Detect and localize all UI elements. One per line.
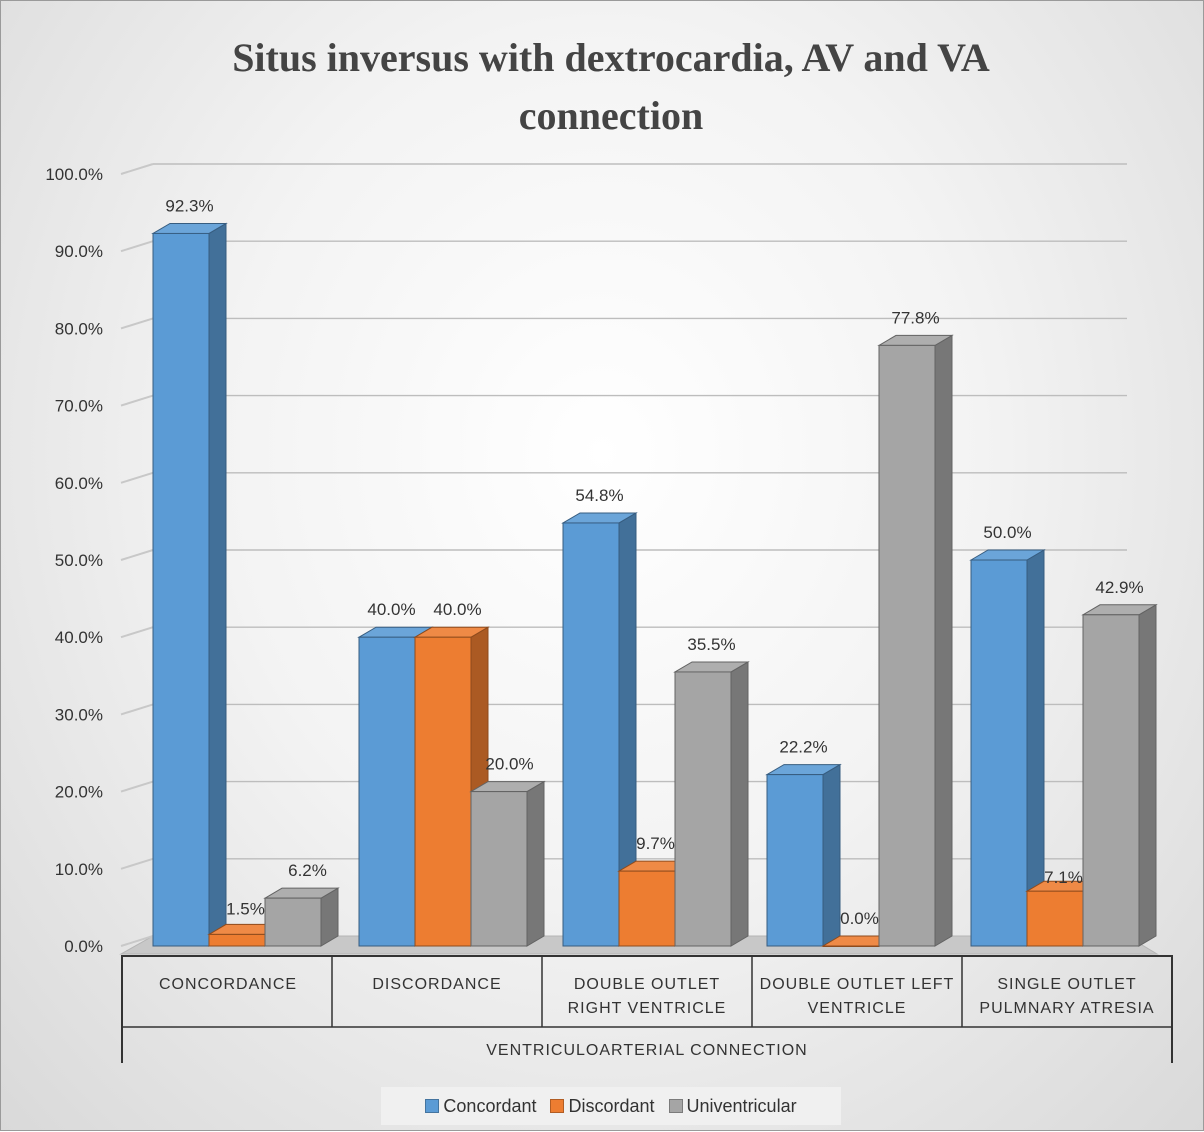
data-label: 22.2% (779, 738, 827, 757)
data-label: 54.8% (575, 486, 623, 505)
y-tick-label: 90.0% (55, 242, 103, 261)
chart-title: Situs inversus with dextrocardia, AV and… (232, 35, 990, 138)
gridline-depth (120, 317, 154, 330)
bar (1026, 890, 1084, 947)
data-label: 42.9% (1095, 578, 1143, 597)
bar (562, 522, 620, 947)
x-tick-label: DOUBLE OUTLET LEFT (760, 976, 955, 993)
data-label: 20.0% (485, 755, 533, 774)
data-label: 50.0% (983, 523, 1031, 542)
bar-side (208, 222, 227, 947)
y-tick-label: 100.0% (45, 165, 103, 184)
legend-label: Discordant (568, 1095, 655, 1116)
gridline-depth (120, 163, 154, 175)
legend-swatch (668, 1099, 683, 1113)
y-tick-label: 30.0% (55, 705, 103, 724)
y-tick-label: 20.0% (55, 783, 103, 802)
bar (1082, 614, 1140, 947)
bar-side (526, 780, 545, 947)
bar-side (934, 334, 953, 947)
y-tick-label: 80.0% (55, 319, 103, 338)
y-axis: 0.0% 10.0% 20.0% 30.0% 40.0% 50.0% 60.0% 70.0% 8… (45, 165, 103, 956)
legend-swatch (425, 1099, 440, 1113)
legend-item: Concordant (425, 1096, 536, 1117)
legend-item: Discordant (550, 1095, 655, 1117)
bar (618, 870, 676, 947)
bar (208, 933, 266, 947)
x-tick-label: RIGHT VENTRICLE (568, 1000, 727, 1017)
bar (470, 791, 528, 947)
data-label: 6.2% (288, 861, 327, 880)
bar (358, 636, 416, 947)
gridline-depth (120, 549, 154, 561)
data-label: 9.7% (636, 834, 675, 853)
gridline-depth (120, 626, 154, 639)
bar (970, 559, 1028, 947)
legend: Concordant Discordant Univentricular (381, 1087, 841, 1125)
bar (766, 774, 824, 947)
x-tick-label: VENTRICLE (808, 1000, 907, 1017)
bar (674, 671, 732, 947)
bar (878, 344, 936, 947)
bar (152, 232, 210, 947)
data-label: 7.1% (1044, 868, 1083, 887)
data-label: 35.5% (687, 635, 735, 654)
x-tick-label: SINGLE OUTLET (997, 976, 1136, 993)
data-label: 0.0% (840, 909, 879, 928)
data-label: 77.8% (891, 308, 939, 327)
gridline-depth (120, 935, 154, 947)
y-tick-label: 60.0% (55, 474, 103, 493)
bar-side (1138, 603, 1157, 947)
x-tick-label: DOUBLE OUTLET (574, 976, 720, 993)
y-tick-label: 50.0% (55, 551, 103, 570)
data-label: 92.3% (165, 196, 213, 215)
x-tick-label: PULMNARY ATRESIA (979, 1000, 1154, 1017)
data-labels: 92.3% 40.0% 54.8% 22.2% 50.0% 1.5% 40.0% 9.7% 0.… (165, 196, 1143, 928)
x-axis-title: VENTRICULOARTERIAL CONNECTION (486, 1042, 807, 1059)
bars (151, 222, 1158, 947)
data-label: 1.5% (226, 899, 265, 918)
gridline-depth (120, 703, 154, 716)
gridline-depth (120, 394, 154, 407)
bar-side (730, 661, 749, 947)
gridline-depth (120, 857, 154, 870)
bar-side (822, 763, 841, 947)
y-tick-label: 70.0% (55, 397, 103, 416)
x-tick-label: DISCORDANCE (372, 976, 501, 993)
gridline-depth (120, 780, 154, 793)
legend-label: Univentricular (686, 1095, 797, 1116)
bar (414, 636, 472, 947)
y-tick-label: 10.0% (55, 860, 103, 879)
legend-item: Univentricular (668, 1095, 797, 1117)
x-tick-label: CONCORDANCE (159, 976, 297, 993)
bar (822, 945, 880, 947)
bar (264, 897, 322, 947)
legend-label: Concordant (443, 1095, 537, 1116)
gridline-depth (120, 240, 154, 253)
data-label: 40.0% (433, 600, 481, 619)
legend-swatch (550, 1099, 565, 1113)
x-axis: CONCORDANCE DISCORDANCE DOUBLE OUTLET RIGHT… (121, 955, 1173, 1063)
gridline-depth (120, 471, 154, 484)
y-tick-label: 40.0% (55, 628, 103, 647)
data-label: 40.0% (367, 600, 415, 619)
y-tick-label: 0.0% (64, 937, 103, 956)
gridlines (120, 163, 1127, 947)
